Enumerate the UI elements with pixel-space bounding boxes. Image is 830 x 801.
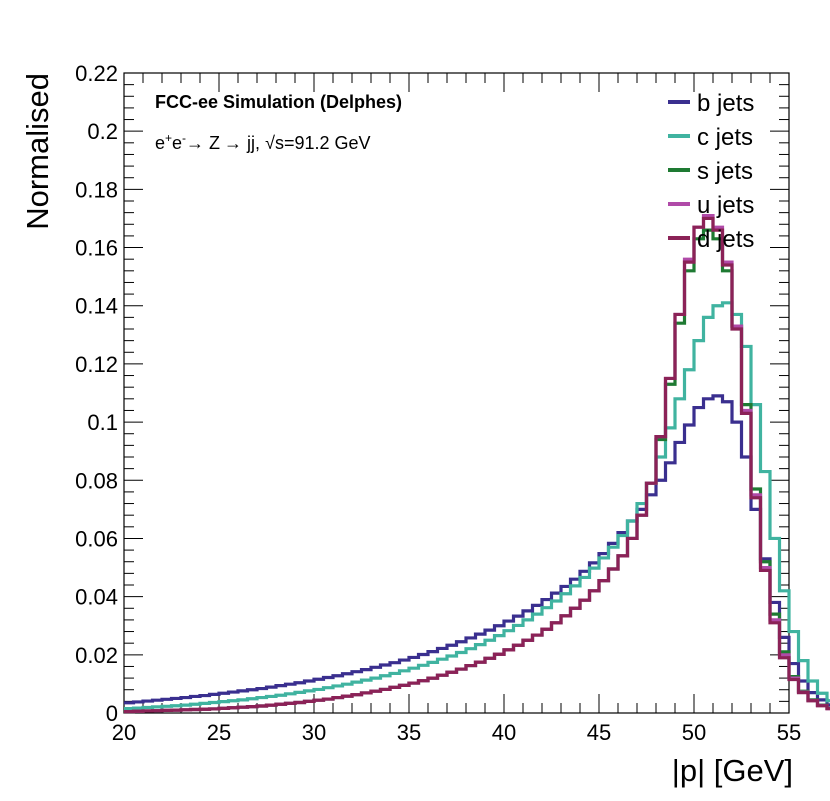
legend-label-b-jets: b jets [697,90,754,117]
y-axis-title: Normalised [20,73,55,230]
y-tick-label: 0.18 [75,177,118,202]
legend-label-s-jets: s jets [697,158,753,185]
legend: b jets c jets s jets u jets d jets [668,90,754,253]
axis-ticks: 20 25 30 35 40 45 50 55 0 0.02 0.04 0.06 0.08 0.1 0.12… [75,61,801,745]
x-tick-label: 30 [302,720,326,745]
process-sup1: + [165,131,172,145]
x-axis-title: |p| [GeV] [672,753,793,788]
x-tick-label: 35 [397,720,421,745]
legend-label-d-jets: d jets [697,226,754,253]
process-arrow1: → Z [186,133,220,153]
process-arrow2: → jj, [224,133,265,153]
x-tick-label: 40 [492,720,516,745]
process-label: e+e-→ Z → jj, √s=91.2 GeV [155,131,371,153]
process-mid: e [172,133,182,153]
y-tick-label: 0.08 [75,468,118,493]
x-tick-label: 20 [112,720,136,745]
y-tick-label: 0.04 [75,585,118,610]
series-c-jets-line [124,301,830,711]
process-sqrt: √s [265,133,284,153]
y-tick-label: 0.06 [75,526,118,551]
y-tick-label: 0.2 [87,119,118,144]
x-tick-label: 50 [682,720,706,745]
process-sup2: - [182,131,186,145]
y-tick-label: 0.02 [75,643,118,668]
x-tick-label: 25 [207,720,231,745]
series-d-jets-line [124,216,830,714]
y-tick-label: 0.14 [75,294,118,319]
y-tick-label: 0 [106,701,118,726]
y-tick-label: 0.1 [87,410,118,435]
y-tick-label: 0.22 [75,61,118,86]
process-prefix: e [155,133,165,153]
x-tick-label: 55 [777,720,801,745]
process-energy: =91.2 GeV [284,133,371,153]
legend-label-u-jets: u jets [697,192,754,219]
series-b-jets-line [124,394,830,707]
histogram-series [124,213,830,714]
legend-label-c-jets: c jets [697,124,753,151]
y-tick-label: 0.16 [75,236,118,261]
y-tick-label: 0.12 [75,352,118,377]
experiment-label: FCC-ee Simulation (Delphes) [155,92,402,112]
x-tick-label: 45 [587,720,611,745]
plot-frame [123,72,790,714]
